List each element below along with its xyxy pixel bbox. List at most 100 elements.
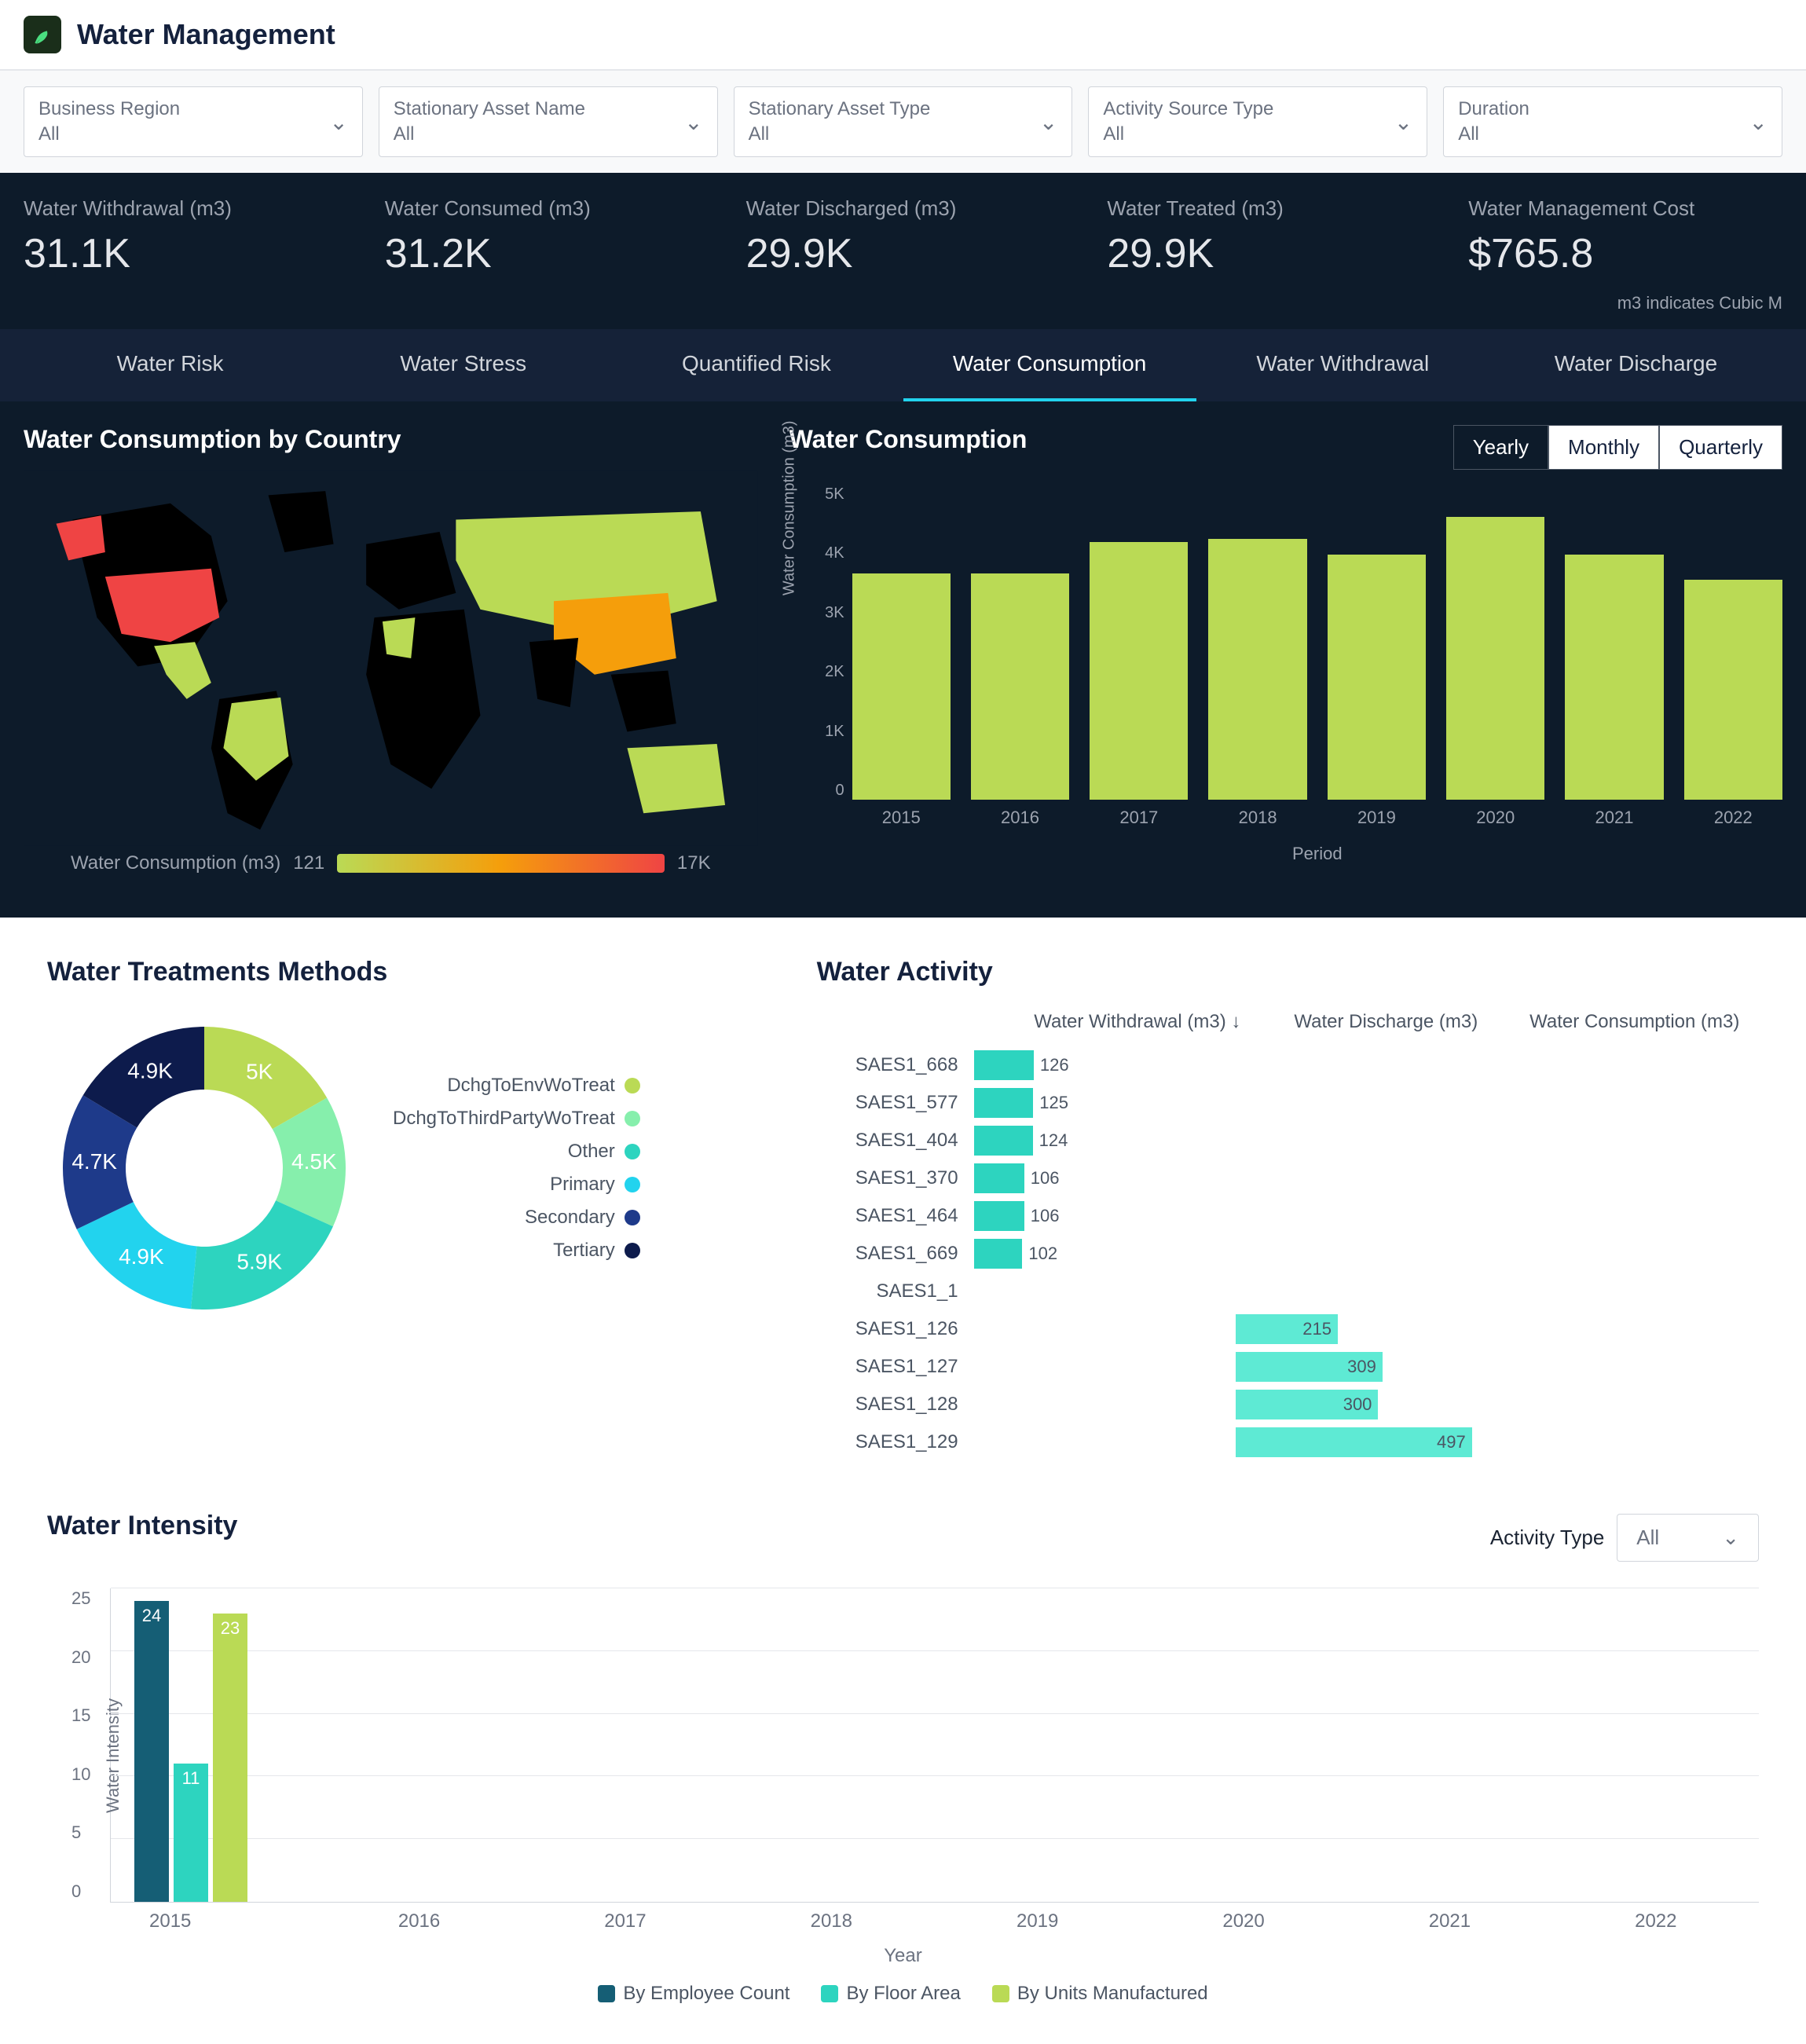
legend-swatch [625, 1177, 640, 1192]
xlabel: 2019 [935, 1910, 1141, 1932]
activity-column-header[interactable]: Water Consumption (m3) [1511, 1011, 1759, 1049]
activity-row: SAES1_128300 [817, 1388, 1759, 1421]
legend-item[interactable]: Other [393, 1141, 640, 1163]
bar[interactable] [1328, 555, 1426, 800]
activity-type-label: Activity Type [1490, 1526, 1604, 1550]
bar-value: 11 [182, 1768, 200, 1789]
legend-item[interactable]: DchgToEnvWoTreat [393, 1075, 640, 1097]
filter-activity-source-type[interactable]: Activity Source TypeAll⌄ [1088, 86, 1427, 157]
xlabel: 2020 [1446, 808, 1544, 828]
legend-item[interactable]: By Employee Count [598, 1983, 789, 2005]
withdrawal-bar[interactable] [974, 1050, 1034, 1080]
filter-duration[interactable]: DurationAll⌄ [1443, 86, 1782, 157]
filter-value: All [394, 123, 585, 145]
discharge-bar[interactable]: 497 [1236, 1427, 1472, 1457]
withdrawal-bar[interactable] [974, 1239, 1023, 1269]
page-title: Water Management [77, 18, 335, 51]
bar-value: 125 [1039, 1093, 1068, 1113]
map-legend-max: 17K [677, 852, 711, 874]
legend-label: By Employee Count [623, 1983, 789, 2005]
discharge-bar[interactable]: 300 [1236, 1390, 1379, 1419]
chevron-down-icon: ⌄ [1749, 109, 1768, 135]
metric-label: Water Consumed (m3) [385, 196, 699, 221]
ytick: 20 [71, 1647, 90, 1668]
discharge-bar[interactable]: 309 [1236, 1352, 1383, 1382]
donut-title: Water Treatments Methods [47, 957, 754, 987]
legend-item[interactable]: DchgToThirdPartyWoTreat [393, 1108, 640, 1130]
tab-quantified-risk[interactable]: Quantified Risk [610, 329, 903, 401]
filter-value: All [749, 123, 931, 145]
legend-item[interactable]: Tertiary [393, 1240, 640, 1262]
tab-water-withdrawal[interactable]: Water Withdrawal [1196, 329, 1489, 401]
activity-row: SAES1_404 124 [817, 1124, 1759, 1157]
legend-item[interactable]: Primary [393, 1174, 640, 1196]
xlabel: 2021 [1346, 1910, 1552, 1932]
activity-row-label: SAES1_127 [817, 1356, 974, 1378]
tab-water-risk[interactable]: Water Risk [24, 329, 317, 401]
discharge-bar[interactable]: 215 [1236, 1314, 1338, 1344]
activity-row-label: SAES1_577 [817, 1092, 974, 1114]
activity-column-header[interactable]: Water Withdrawal (m3) ↓ [1013, 1011, 1262, 1049]
activity-row-label: SAES1_370 [817, 1167, 974, 1189]
bar-value: 124 [1039, 1130, 1068, 1151]
bar[interactable] [971, 573, 1069, 800]
xlabel: 2017 [1090, 808, 1188, 828]
bar[interactable] [1090, 542, 1188, 800]
legend-item[interactable]: Secondary [393, 1207, 640, 1229]
xlabel: 2015 [852, 808, 951, 828]
toggle-quarterly[interactable]: Quarterly [1659, 425, 1782, 470]
filter-stationary-asset-type[interactable]: Stationary Asset TypeAll⌄ [734, 86, 1073, 157]
world-map[interactable]: Water Consumption (m3) 121 17K [24, 470, 758, 894]
intensity-bar[interactable]: 11 [174, 1764, 208, 1902]
toggle-monthly[interactable]: Monthly [1548, 425, 1659, 470]
chevron-down-icon: ⌄ [684, 109, 702, 135]
xlabel: 2016 [971, 808, 1069, 828]
withdrawal-bar[interactable] [974, 1201, 1024, 1231]
tab-water-consumption[interactable]: Water Consumption [903, 329, 1196, 401]
bar[interactable] [1208, 539, 1306, 800]
tab-water-discharge[interactable]: Water Discharge [1489, 329, 1782, 401]
donut-chart: 5K4.5K5.9K4.9K4.7K4.9K [47, 1011, 361, 1325]
bar[interactable] [852, 573, 951, 800]
consumption-title: Water Consumption [789, 425, 1028, 454]
activity-row-label: SAES1_404 [817, 1130, 974, 1152]
xlabel: 2017 [522, 1910, 728, 1932]
bar[interactable] [1684, 580, 1782, 800]
activity-row: SAES1_577 125 [817, 1086, 1759, 1119]
filter-business-region[interactable]: Business RegionAll⌄ [24, 86, 363, 157]
chevron-down-icon: ⌄ [1039, 109, 1057, 135]
filter-stationary-asset-name[interactable]: Stationary Asset NameAll⌄ [379, 86, 718, 157]
withdrawal-bar[interactable] [974, 1088, 1034, 1118]
withdrawal-bar[interactable] [974, 1163, 1024, 1193]
bar[interactable] [1446, 517, 1544, 800]
filter-value: All [1103, 123, 1273, 145]
intensity-bar[interactable]: 23 [213, 1614, 247, 1902]
metric-value: $765.8 [1468, 230, 1782, 277]
xlabel: 2022 [1684, 808, 1782, 828]
withdrawal-bar[interactable] [974, 1126, 1033, 1156]
filter-label: Activity Source Type [1103, 98, 1273, 120]
ytick: 4K [821, 544, 844, 562]
donut-legend: DchgToEnvWoTreat DchgToThirdPartyWoTreat O… [393, 1075, 640, 1262]
metric-label: Water Discharged (m3) [746, 196, 1061, 221]
legend-label: DchgToThirdPartyWoTreat [393, 1108, 615, 1130]
activity-row-label: SAES1_464 [817, 1205, 974, 1227]
metric-note: m3 indicates Cubic M [24, 293, 1782, 313]
metric-value: 29.9K [746, 230, 1061, 277]
intensity-bar[interactable]: 24 [134, 1601, 169, 1902]
activity-column-header[interactable]: Water Discharge (m3) [1262, 1011, 1510, 1049]
activity-type-select[interactable]: All ⌄ [1617, 1514, 1759, 1562]
donut-value: 4.5K [291, 1149, 337, 1174]
toggle-yearly[interactable]: Yearly [1453, 425, 1548, 470]
legend-label: By Floor Area [846, 1983, 960, 2005]
map-legend-label: Water Consumption (m3) [71, 852, 280, 874]
tab-water-stress[interactable]: Water Stress [317, 329, 610, 401]
filter-value: All [38, 123, 180, 145]
activity-row: SAES1_370106 [817, 1162, 1759, 1195]
legend-item[interactable]: By Units Manufactured [992, 1983, 1208, 2005]
activity-row: SAES1_129497 [817, 1426, 1759, 1459]
ytick: 0 [821, 782, 844, 800]
bar[interactable] [1565, 555, 1663, 800]
xlabel: 2016 [316, 1910, 522, 1932]
legend-item[interactable]: By Floor Area [821, 1983, 960, 2005]
